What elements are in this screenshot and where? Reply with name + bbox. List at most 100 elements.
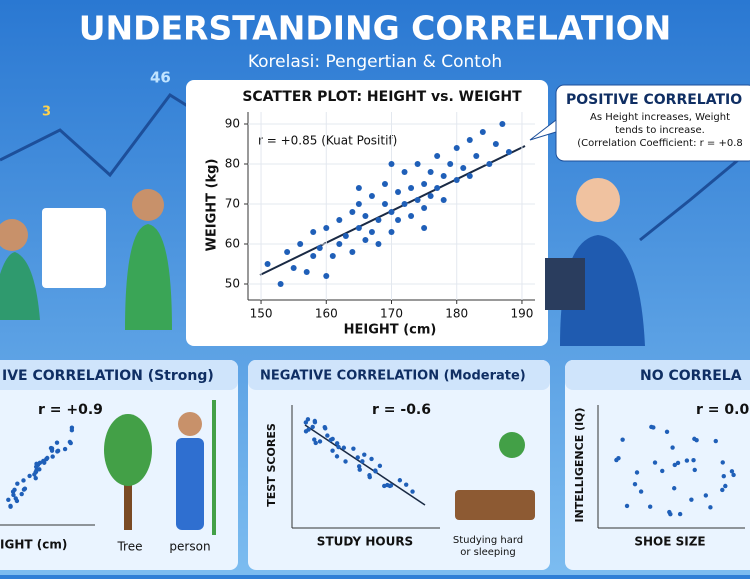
- point: [492, 141, 499, 147]
- panel: NEGATIVE CORRELATION (Moderate) r = -0.6…: [248, 360, 550, 570]
- deco-point: [50, 454, 55, 459]
- teacher-head: [576, 178, 620, 222]
- x-axis-label: HEIGHT (cm): [344, 323, 437, 338]
- point: [486, 161, 493, 167]
- point: [375, 241, 382, 247]
- deco-point: [306, 427, 311, 432]
- deco-point: [343, 459, 348, 464]
- x-tick-label: 170: [380, 307, 403, 321]
- point: [329, 253, 336, 259]
- panel-title: NEGATIVE CORRELATION (Moderate): [260, 369, 526, 384]
- panel: IVE CORRELATION (Strong) r = +0.9 IGHT (…: [0, 360, 238, 570]
- chart-title: SCATTER PLOT: HEIGHT vs. WEIGHT: [242, 89, 522, 105]
- deco-point: [708, 505, 713, 510]
- y-tick-label: 80: [225, 157, 240, 171]
- deco-point: [312, 437, 317, 442]
- point: [388, 209, 395, 215]
- point: [460, 165, 467, 171]
- deco-point: [651, 425, 656, 430]
- point: [473, 153, 480, 159]
- deco-point: [362, 452, 367, 457]
- deco-point: [334, 454, 340, 459]
- deco-point: [55, 449, 60, 454]
- point: [447, 161, 454, 167]
- deco-point: [713, 438, 718, 444]
- deco-point: [356, 464, 362, 469]
- deco-point: [410, 489, 415, 494]
- deco-point: [305, 417, 311, 422]
- deco-point: [317, 439, 323, 444]
- deco-point: [703, 493, 709, 498]
- point: [381, 181, 388, 187]
- deco-point: [638, 489, 644, 494]
- point: [362, 213, 369, 219]
- annotation: r = +0.85 (Kuat Positif): [258, 134, 397, 148]
- deco-point: [13, 496, 18, 501]
- deco-point: [45, 455, 50, 461]
- deco-point: [34, 461, 39, 467]
- deco-point: [664, 429, 670, 434]
- point: [342, 233, 349, 239]
- point: [388, 161, 395, 167]
- point: [440, 173, 447, 179]
- deco-point: [672, 462, 677, 468]
- x-tick-label: 190: [511, 307, 534, 321]
- point: [408, 185, 415, 191]
- deco-point: [313, 440, 318, 446]
- deco-point: [720, 460, 725, 465]
- deco-point: [731, 472, 736, 478]
- deco-point: [62, 446, 68, 452]
- person-body: [125, 224, 172, 330]
- deco-point: [360, 459, 365, 464]
- point: [421, 181, 428, 187]
- deco-point: [668, 511, 673, 517]
- point: [499, 121, 506, 127]
- point: [395, 217, 402, 223]
- deco-line: [639, 148, 750, 242]
- person-head: [0, 219, 28, 251]
- point: [303, 269, 310, 275]
- deco-point: [377, 463, 383, 469]
- deco-point: [660, 468, 665, 474]
- deco-point: [720, 487, 725, 493]
- y-axis-label: WEIGHT (kg): [205, 159, 220, 252]
- deco-point: [41, 458, 46, 464]
- point: [316, 245, 323, 251]
- deco-point: [355, 455, 360, 460]
- deco-point: [729, 469, 735, 474]
- point: [323, 273, 330, 279]
- deco-point: [694, 437, 699, 443]
- panel-xlabel: SHOE SIZE: [634, 535, 705, 549]
- deco-point: [369, 456, 374, 462]
- deco-label: 46: [150, 69, 171, 87]
- deco-point: [672, 486, 677, 491]
- point: [355, 225, 362, 231]
- person-head: [178, 412, 202, 436]
- panel: NO CORRELA r = 0.05 INTELLIGENCE (IQ) SH…: [565, 360, 750, 570]
- point: [466, 173, 473, 179]
- point: [434, 153, 441, 159]
- subtitle: Korelasi: Pengertian & Contoh: [248, 52, 502, 72]
- deco-point: [12, 487, 17, 493]
- point: [427, 169, 434, 175]
- main-card: [186, 80, 548, 346]
- point: [453, 145, 460, 151]
- deco-label: 3: [42, 105, 51, 120]
- deco-point: [373, 469, 378, 474]
- point: [381, 201, 388, 207]
- point: [421, 205, 428, 211]
- point: [421, 225, 428, 231]
- deco-point: [620, 437, 625, 442]
- deco-point: [69, 428, 75, 433]
- deco-point: [614, 457, 619, 463]
- point: [440, 197, 447, 203]
- tree-trunk: [124, 470, 132, 530]
- deco-point: [367, 474, 372, 480]
- x-tick-label: 160: [315, 307, 338, 321]
- caption: Tree: [116, 540, 142, 554]
- point: [505, 149, 512, 155]
- point: [401, 169, 408, 175]
- panel-r: r = 0.05: [696, 402, 750, 418]
- point: [414, 197, 421, 203]
